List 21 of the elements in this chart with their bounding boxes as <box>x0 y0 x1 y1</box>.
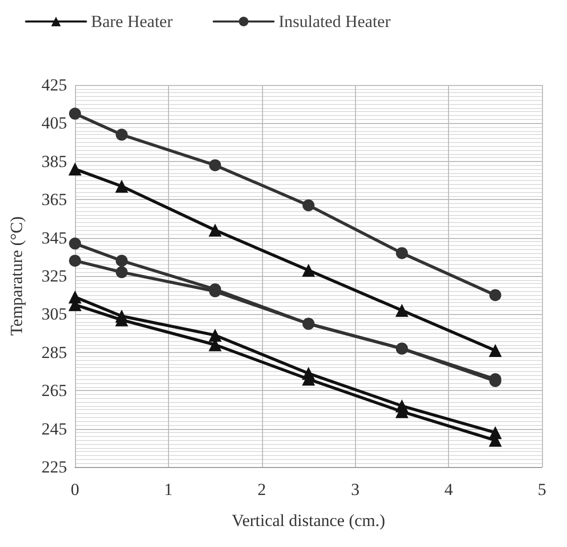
y-tick-label: 225 <box>42 458 67 476</box>
x-tick-label: 5 <box>538 480 546 499</box>
y-tick-label: 345 <box>42 228 67 248</box>
y-tick-label: 385 <box>42 152 67 171</box>
y-tick-label: 265 <box>42 381 67 400</box>
x-tick-label: 0 <box>70 480 80 499</box>
y-tick-label: 405 <box>42 114 67 133</box>
y-tick-label: 425 <box>42 76 67 94</box>
y-tick-label: 245 <box>42 419 67 438</box>
y-tick-label: 325 <box>42 266 67 286</box>
x-tick-label: 4 <box>444 480 454 499</box>
legend-label: Insulated Heater <box>278 12 391 31</box>
y-tick-label: 285 <box>42 342 67 362</box>
x-tick-label: 1 <box>164 480 173 499</box>
x-axis-title: Vertical distance (cm.) <box>232 511 386 530</box>
x-tick-label: 3 <box>350 480 360 499</box>
x-tick-label: 2 <box>258 480 266 499</box>
y-tick-label: 365 <box>42 190 67 210</box>
y-tick-label: 305 <box>42 304 67 324</box>
legend-label: Bare Heater <box>91 12 173 31</box>
y-axis-title: Temparature (°C) <box>7 216 26 336</box>
